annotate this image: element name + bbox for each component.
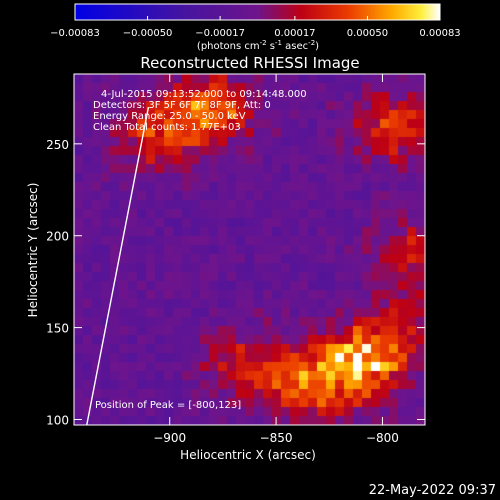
annotation-detectors: Detectors: 3F 5F 6F 7F 8F 9F, Att: 0 bbox=[93, 100, 271, 111]
colorbar-tick-label: −0.00050 bbox=[123, 28, 173, 39]
y-tick-label: 150 bbox=[46, 322, 69, 336]
colorbar-units: (photons cm-2 s-1 asec-2) bbox=[197, 39, 319, 52]
x-axis: −900 −850 −800 bbox=[153, 74, 399, 445]
colorbar-tick-label: 0.00083 bbox=[419, 28, 460, 39]
colorbar-tick-label: 0.00017 bbox=[274, 28, 315, 39]
solar-limb-line bbox=[86, 106, 150, 426]
x-tick-label: −800 bbox=[366, 431, 399, 445]
colorbar-tick-label: −0.00017 bbox=[195, 28, 245, 39]
plot-frame bbox=[73, 73, 426, 426]
colorbar-frame bbox=[74, 3, 441, 21]
peak-position-label: Position of Peak = [-800,123] bbox=[95, 400, 241, 411]
x-axis-label: Heliocentric X (arcsec) bbox=[180, 448, 316, 462]
heatmap-canvas bbox=[74, 74, 425, 425]
annotation-time-range: 4-Jul-2015 09:13:52.000 to 09:14:48.000 bbox=[101, 89, 307, 100]
y-tick-label: 100 bbox=[46, 413, 69, 427]
y-tick-label: 250 bbox=[46, 138, 69, 152]
colorbar-ticks: −0.00083 −0.00050 −0.00017 0.00017 0.00050 0.… bbox=[50, 16, 461, 39]
plot-title: Reconstructed RHESSI Image bbox=[140, 54, 359, 72]
x-tick-label: −850 bbox=[260, 431, 293, 445]
y-axis: 100 150 200 250 bbox=[46, 138, 425, 427]
y-axis-label: Heliocentric Y (arcsec) bbox=[26, 183, 40, 318]
annotation-clean-counts: Clean Total counts: 1.77E+03 bbox=[93, 122, 241, 133]
timestamp: 22-May-2022 09:37 bbox=[369, 483, 496, 498]
annotation-energy-range: Energy Range: 25.0 - 50.0 keV bbox=[93, 111, 246, 122]
x-tick-label: −900 bbox=[153, 431, 186, 445]
colorbar-gradient bbox=[75, 4, 440, 20]
colorbar-tick-label: 0.00050 bbox=[347, 28, 388, 39]
colorbar-tick-label: −0.00083 bbox=[50, 28, 100, 39]
y-tick-label: 200 bbox=[46, 230, 69, 244]
